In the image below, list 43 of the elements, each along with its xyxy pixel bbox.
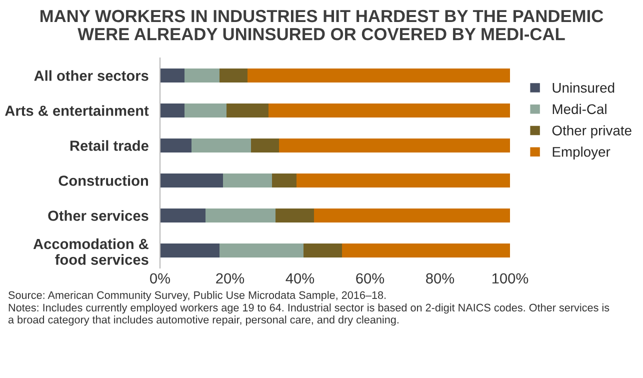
bar bbox=[160, 208, 206, 222]
x-tick-label: 20% bbox=[216, 273, 244, 284]
bar bbox=[184, 68, 220, 82]
source-note: Source: American Community Survey, Public Use Microdata Sample, 2016–18. bbox=[8, 291, 386, 302]
x-tick-label: 60% bbox=[356, 273, 384, 284]
bar bbox=[226, 104, 268, 118]
bar bbox=[268, 104, 510, 118]
bar bbox=[160, 68, 184, 82]
legend-label: Other private bbox=[552, 125, 632, 138]
x-tick-label: 100% bbox=[492, 273, 528, 284]
y-tick-label: Other services bbox=[48, 210, 148, 221]
bar bbox=[160, 138, 192, 152]
bar bbox=[304, 244, 342, 258]
chart-title: MANY WORKERS IN INDUSTRIES HIT HARDEST BY THE PANDEMIC WERE ALREADY UNINSURED OR COVERED BY MEDI-CAL bbox=[40, 10, 604, 40]
bar bbox=[248, 68, 510, 82]
y-tick-label: Arts & entertainment bbox=[5, 105, 149, 116]
y-tick-label: Construction bbox=[58, 175, 148, 186]
bar bbox=[184, 104, 226, 118]
bar bbox=[160, 244, 220, 258]
x-tick-label: 0% bbox=[150, 273, 170, 284]
bar bbox=[272, 174, 296, 188]
bar bbox=[342, 244, 510, 258]
bar bbox=[276, 208, 314, 222]
legend-label: Uninsured bbox=[552, 82, 614, 93]
y-tick-label: Accomodation & food services bbox=[33, 238, 148, 265]
bar bbox=[192, 138, 251, 152]
bar bbox=[251, 138, 279, 152]
bar bbox=[314, 208, 510, 222]
x-tick-label: 40% bbox=[286, 273, 314, 284]
y-tick-label: Retail trade bbox=[70, 140, 148, 151]
x-tick-label: 80% bbox=[426, 273, 454, 284]
bar bbox=[160, 104, 184, 118]
bar bbox=[160, 174, 223, 188]
legend-label: Medi-Cal bbox=[552, 104, 606, 114]
text: Notes: Includes currently employed workers age 19 to 64. Industrial sector is based on 2-digit NAICS codes. Other services is a broad category that includes automotive repair, personal care, and dry cleaning. bbox=[8, 304, 610, 326]
legend-label: Employer bbox=[552, 146, 610, 160]
bar bbox=[206, 208, 276, 222]
bar bbox=[296, 174, 510, 188]
bar bbox=[220, 68, 248, 82]
bar bbox=[223, 174, 272, 188]
bar bbox=[220, 244, 304, 258]
y-tick-label: All other sectors bbox=[34, 70, 148, 81]
bar bbox=[279, 138, 510, 152]
